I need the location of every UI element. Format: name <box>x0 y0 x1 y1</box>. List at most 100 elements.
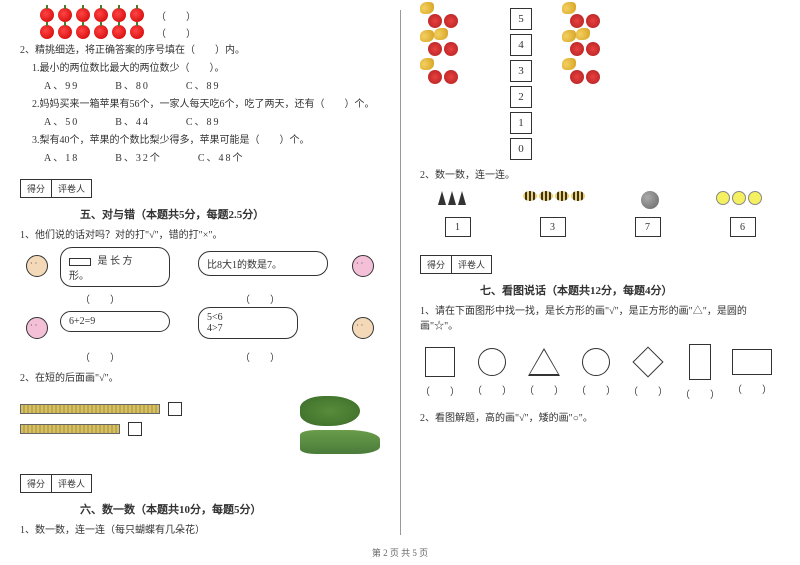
smiley-icon <box>716 191 730 205</box>
square-icon <box>425 347 455 377</box>
flowers-icon <box>562 8 622 30</box>
face-icon <box>352 255 374 277</box>
butterfly-icon <box>562 58 576 70</box>
short-ruler-icon <box>20 424 120 434</box>
speech-bubble-2: 比8大1的数是7。 <box>198 251 328 276</box>
basketball-icon <box>641 191 659 209</box>
count-box: 6 <box>730 217 756 237</box>
long-ruler-icon <box>20 404 160 414</box>
butterfly-icon <box>562 2 576 14</box>
blank: （ ） <box>524 382 564 397</box>
apple-icon <box>130 25 144 39</box>
bees-group <box>523 191 585 201</box>
count-box: 3 <box>540 217 566 237</box>
flowers-icon <box>420 64 480 86</box>
speech-bubble-4: 5<6 4>7 <box>198 307 298 339</box>
checkbox[interactable] <box>128 422 142 436</box>
count-item <box>716 191 762 209</box>
section-5-title: 五、对与错（本题共5分，每题2.5分） <box>80 206 380 222</box>
speech-area: 是 长 方 形。 比8大1的数是7。 （ ） （ ） 6+2=9 5<6 4>7… <box>20 247 380 367</box>
rectangle-icon <box>69 258 91 266</box>
checkbox[interactable] <box>168 402 182 416</box>
q7-1: 1、请在下面图形中找一找，是长方形的画"√"，是正方形的画"△"，是圆的画"☆"… <box>420 304 780 334</box>
blank: （ ） <box>156 25 196 40</box>
blank: （ ） <box>680 386 720 401</box>
butterfly-icon <box>420 2 434 14</box>
flowers-icon <box>562 36 622 58</box>
ruler-area <box>20 396 380 454</box>
flowers-icon <box>420 36 480 58</box>
score-box: 得分 评卷人 <box>420 255 492 274</box>
blank: （ ） <box>420 383 460 398</box>
bubble-1-text-b: 形。 <box>69 271 89 282</box>
shape-item: （ ） <box>628 347 668 398</box>
count-box: 7 <box>635 217 661 237</box>
circle-icon <box>478 348 506 376</box>
q2-sub2-choices: A、50 B、44 C、89 <box>44 115 380 130</box>
score-label: 得分 <box>21 475 52 492</box>
number-boxes: 5 4 3 2 1 0 <box>510 8 532 160</box>
bubble-1-text-a: 是 长 方 <box>98 256 133 267</box>
apple-row-2: （ ） <box>40 25 380 40</box>
flowers-icon <box>562 64 622 86</box>
apple-icon <box>40 25 54 39</box>
apple-icon <box>112 8 126 22</box>
face-icon <box>26 255 48 277</box>
flower-row <box>420 36 480 58</box>
right-column: 5 4 3 2 1 0 <box>400 0 800 565</box>
q2-sub1: 1.最小的两位数比最大的两位数少（ ）。 <box>32 61 380 76</box>
smiley-icon <box>748 191 762 205</box>
grader-label: 评卷人 <box>52 475 91 492</box>
count-box: 1 <box>445 217 471 237</box>
grader-label: 评卷人 <box>452 256 491 273</box>
flower-row <box>420 8 480 30</box>
section-6-title: 六、数一数（本题共10分，每题5分） <box>80 501 380 517</box>
q-right-2: 2、数一数，连一连。 <box>420 168 780 183</box>
triangle-icon <box>528 348 560 376</box>
blank: （ ） <box>628 383 668 398</box>
shape-item: （ ） <box>576 348 616 397</box>
blank: （ ） <box>80 349 120 364</box>
flower-column-left <box>420 8 480 160</box>
flower-row <box>562 36 622 58</box>
rectangle-icon <box>689 344 711 380</box>
speech-bubble-1: 是 长 方 形。 <box>60 247 170 287</box>
flower-area: 5 4 3 2 1 0 <box>420 8 780 160</box>
apple-icon <box>76 25 90 39</box>
q2-sub3: 3.梨有40个，苹果的个数比梨少得多，苹果可能是（ ）个。 <box>32 133 380 148</box>
crocodile-icon <box>300 430 380 454</box>
flower-row <box>420 64 480 86</box>
count-area <box>420 191 780 209</box>
apple-icon <box>94 25 108 39</box>
apple-icon <box>94 8 108 22</box>
score-box: 得分 评卷人 <box>20 179 92 198</box>
bee-icon <box>523 191 537 201</box>
q2-sub1-choices: A、99 B、80 C、89 <box>44 79 380 94</box>
rocket-icon <box>458 191 466 205</box>
blank: （ ） <box>80 291 120 306</box>
count-item <box>641 191 659 209</box>
smileys-group <box>716 191 762 205</box>
section-7-title: 七、看图说话（本题共12分，每题4分） <box>480 282 780 298</box>
blank: （ ） <box>732 381 772 396</box>
num-box: 4 <box>510 34 532 56</box>
count-item <box>523 191 585 209</box>
apple-icon <box>76 8 90 22</box>
score-label: 得分 <box>21 180 52 197</box>
score-label: 得分 <box>421 256 452 273</box>
score-box: 得分 评卷人 <box>20 474 92 493</box>
face-icon <box>352 317 374 339</box>
bubble-4-text-a: 5<6 <box>207 312 223 323</box>
apple-icon <box>58 25 72 39</box>
num-box: 1 <box>510 112 532 134</box>
flower-column-right <box>562 8 622 160</box>
blank: （ ） <box>240 291 280 306</box>
shape-item: （ ） <box>472 348 512 397</box>
circle-icon <box>582 348 610 376</box>
apple-icon <box>130 8 144 22</box>
face-icon <box>26 317 48 339</box>
shapes-area: （ ） （ ） （ ） （ ） （ ） （ ） （ ） <box>420 344 780 401</box>
bee-icon <box>539 191 553 201</box>
butterfly-icon <box>576 28 590 40</box>
snake-icon <box>300 396 360 426</box>
